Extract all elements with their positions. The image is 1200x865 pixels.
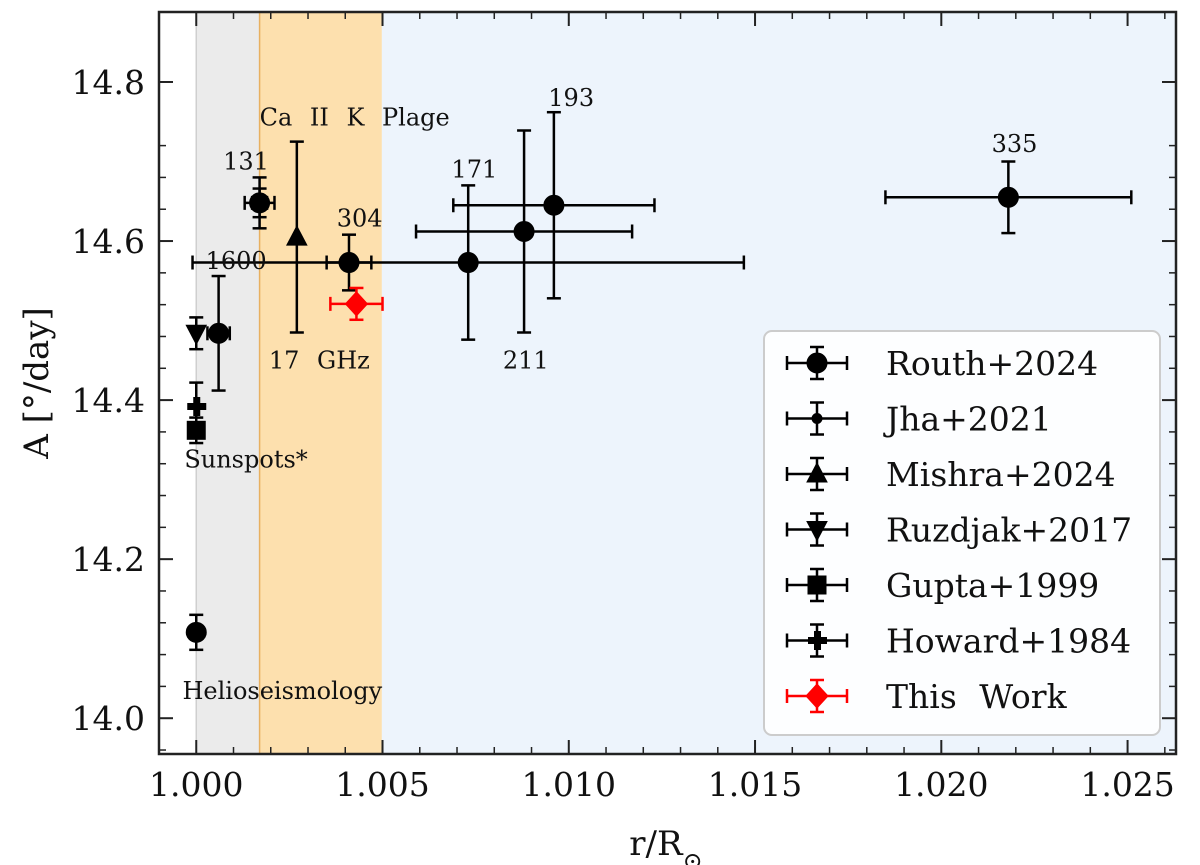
series-this-work <box>329 286 384 322</box>
x-tick-label: 1.015 <box>708 765 802 804</box>
data-marker <box>457 252 479 274</box>
legend-label: Howard+1984 <box>886 622 1131 661</box>
annotation-label: 171 <box>451 155 497 183</box>
legend-marker <box>808 631 827 650</box>
data-point <box>884 160 1133 235</box>
legend-marker <box>805 683 829 709</box>
legend-entry: Ruzdjak+2017 <box>785 511 1132 550</box>
legend-marker <box>806 461 828 483</box>
x-tick-label: 1.000 <box>149 765 243 804</box>
data-marker <box>543 194 565 216</box>
data-point <box>206 274 232 392</box>
annotation-label: 131 <box>223 147 269 175</box>
data-marker <box>185 621 207 643</box>
annotation-label: 211 <box>503 346 549 374</box>
annotation-label: 335 <box>992 130 1038 158</box>
data-marker <box>997 186 1019 208</box>
data-marker <box>185 324 208 346</box>
data-point <box>414 129 634 334</box>
legend-box <box>763 330 1161 736</box>
legend-entry: Mishra+2024 <box>785 455 1116 494</box>
data-point <box>243 187 276 219</box>
data-point <box>286 140 308 334</box>
annotation-label: 193 <box>548 84 594 112</box>
annotation-label: 17 GHz <box>269 346 370 374</box>
x-axis-label: r/R⊙ <box>629 824 702 865</box>
series-ruzdjak-2017 <box>185 316 208 351</box>
plot-frame <box>157 10 1178 756</box>
y-tick-label: 14.4 <box>72 381 145 420</box>
legend-marker <box>807 575 827 595</box>
series-howard-1984 <box>187 381 207 432</box>
legend-marker <box>811 413 823 424</box>
legend-marker <box>806 521 828 542</box>
legend-marker <box>806 352 828 374</box>
legend-label: Mishra+2024 <box>886 455 1116 494</box>
data-point <box>329 286 384 322</box>
y-tick-label: 14.8 <box>72 63 145 102</box>
data-marker <box>344 291 369 317</box>
legend-entry: Howard+1984 <box>785 622 1131 661</box>
data-marker <box>208 322 230 344</box>
legend-label: Jha+2021 <box>883 400 1052 439</box>
data-marker <box>254 197 266 209</box>
data-marks <box>185 110 1133 652</box>
data-marker <box>513 220 535 242</box>
annotation-label: Helioseismology <box>182 677 382 705</box>
data-marker <box>187 396 207 416</box>
legend-label: This Work <box>886 677 1068 716</box>
shaded-region-2 <box>259 12 383 754</box>
legend-entry: Gupta+1999 <box>785 566 1099 605</box>
series-mishra-2024 <box>286 140 308 334</box>
annotation-label: Sunspots* <box>184 446 307 474</box>
legend-entry: Jha+2021 <box>785 400 1052 439</box>
legend-entry: Routh+2024 <box>785 344 1098 383</box>
annotation-label: Ca II K Plage <box>260 104 450 132</box>
data-marker <box>286 224 308 246</box>
series-jha-2021 <box>243 187 276 219</box>
x-tick-label: 1.010 <box>522 765 616 804</box>
data-point <box>185 613 207 652</box>
data-point <box>191 184 746 341</box>
y-tick-label: 14.6 <box>72 222 145 261</box>
y-tick-label: 14.0 <box>72 699 145 738</box>
annotation-label: 1600 <box>206 247 267 275</box>
y-tick-label: 14.2 <box>72 540 145 579</box>
x-tick-labels: 1.000 1.005 1.010 1.015 1.020 1.025 <box>149 765 1175 804</box>
y-tick-labels: 14.0 14.2 14.4 14.6 14.8 <box>72 63 145 738</box>
legend-entry: This Work <box>785 677 1068 716</box>
legend-label: Gupta+1999 <box>886 566 1099 605</box>
shaded-region-1 <box>196 12 260 754</box>
legend: Routh+2024 Jha+2021 Mishra+2024 Ruzdjak+201… <box>763 330 1161 736</box>
x-tick-label: 1.020 <box>894 765 988 804</box>
point-annotations: 1600 131 304 171 193 211 335 17 GHz Ca II K Plag… <box>182 84 1037 705</box>
y-axis-label: A [°/day] <box>17 307 57 460</box>
x-tick-label: 1.025 <box>1080 765 1174 804</box>
legend-label: Routh+2024 <box>886 344 1098 383</box>
data-point <box>185 316 208 351</box>
data-point <box>187 381 207 432</box>
x-tick-label: 1.005 <box>335 765 429 804</box>
data-point <box>452 110 656 300</box>
legend-label: Ruzdjak+2017 <box>886 511 1132 550</box>
annotation-label: 304 <box>337 205 383 233</box>
